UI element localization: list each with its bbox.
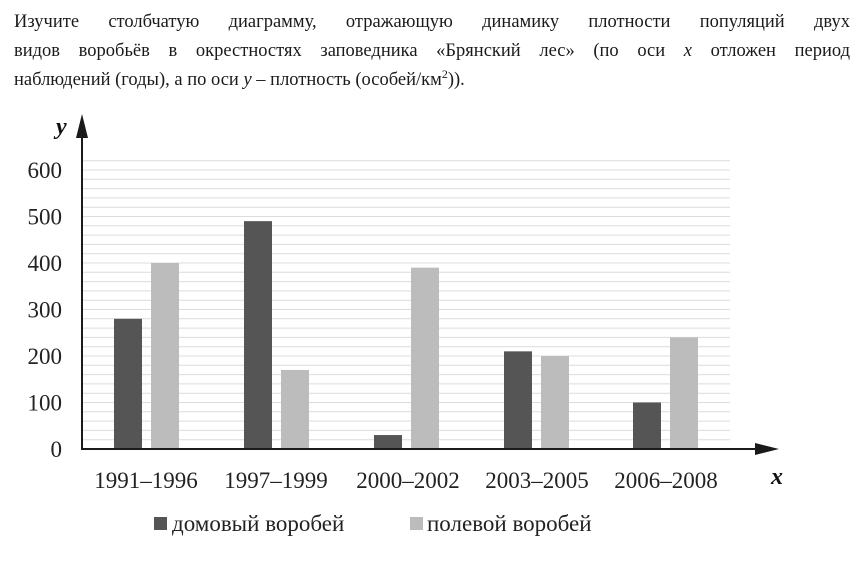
legend-label-house-sparrow: домовый воробей [172, 511, 344, 536]
question-line-3: наблюдений (годы), а по оси y – плотност… [14, 66, 850, 95]
x-category-label: 2006–2008 [614, 468, 718, 493]
legend-swatch-field-sparrow [410, 517, 423, 530]
y-tick-label: 200 [28, 344, 63, 369]
bar-house-sparrow-2 [374, 435, 402, 449]
x-category-label: 1997–1999 [224, 468, 328, 493]
legend-label-field-sparrow: полевой воробей [427, 511, 592, 536]
y-tick-label: 100 [28, 391, 63, 416]
bar-field-sparrow-4 [670, 337, 698, 449]
x-category-label: 1991–1996 [94, 468, 198, 493]
question-superscript: 2 [441, 67, 448, 81]
y-axis-label: y [53, 114, 67, 140]
bar-field-sparrow-2 [411, 267, 439, 449]
question-line-3-end: )). [447, 70, 465, 90]
bar-house-sparrow-3 [504, 351, 532, 449]
x-axis-label: x [770, 464, 783, 490]
y-tick-label: 600 [28, 158, 63, 183]
x-category-label: 2003–2005 [485, 468, 589, 493]
question-line-3-mid: – плотность (особей/км [251, 70, 442, 90]
bar-field-sparrow-0 [151, 263, 179, 449]
y-tick-labels: 0 100 200 300 400 500 600 [28, 158, 63, 462]
y-tick-label: 300 [28, 298, 63, 323]
question-line-2: видов воробьёв в окрестностях заповедник… [14, 37, 850, 66]
chart-axes [76, 114, 779, 455]
bar-house-sparrow-4 [633, 402, 661, 449]
bar-field-sparrow-3 [541, 356, 569, 449]
question-line-3-start: наблюдений (годы), а по оси [14, 70, 244, 90]
task-question: Изучите столбчатую диаграмму, отражающую… [14, 8, 850, 95]
x-category-labels: 1991–1996 1997–1999 2000–2002 2003–2005 2006… [94, 468, 718, 493]
legend-swatch-house-sparrow [154, 517, 167, 530]
y-axis-arrow [76, 114, 88, 138]
question-line-2-end: отложен период [692, 41, 850, 61]
question-y-variable: y [243, 70, 252, 90]
question-x-variable: x [683, 41, 693, 61]
x-axis-arrow [755, 443, 779, 455]
y-tick-label: 0 [51, 437, 63, 462]
question-line-2-start: видов воробьёв в окрестностях заповедник… [14, 41, 684, 61]
bar-field-sparrow-1 [281, 369, 309, 449]
chart-bars [114, 221, 698, 449]
y-tick-label: 400 [28, 251, 63, 276]
bar-house-sparrow-1 [244, 221, 272, 449]
chart-gridlines [82, 160, 730, 441]
x-category-label: 2000–2002 [356, 468, 460, 493]
bar-house-sparrow-0 [114, 318, 142, 449]
question-line-1: Изучите столбчатую диаграмму, отражающую… [14, 12, 850, 32]
y-tick-label: 500 [28, 205, 63, 230]
chart-legend: домовый воробей полевой воробей [154, 511, 592, 536]
